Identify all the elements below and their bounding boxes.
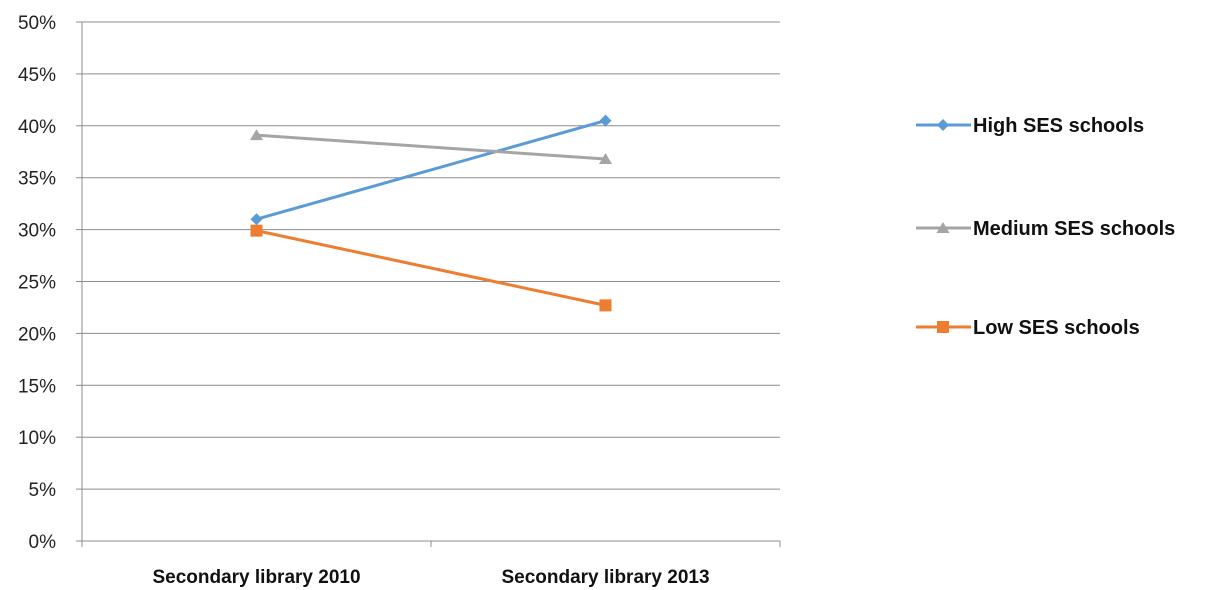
y-tick-label: 30%: [18, 221, 56, 242]
data-point: [599, 299, 612, 312]
x-category-label: Secondary library 2010: [152, 567, 360, 588]
legend-label: High SES schools: [973, 115, 1144, 137]
data-point: [250, 213, 263, 226]
y-tick-label: 25%: [18, 273, 56, 294]
y-tick-label: 40%: [18, 117, 56, 138]
legend-item: Medium SES schools: [916, 218, 1175, 240]
y-tick-label: 35%: [18, 169, 56, 190]
legend-item: Low SES schools: [916, 317, 1140, 339]
data-point: [599, 114, 612, 127]
y-tick-label: 10%: [18, 428, 56, 449]
series-line: [256, 133, 606, 161]
series-triangle: [250, 129, 612, 165]
data-point: [599, 153, 612, 165]
series-square: [250, 224, 612, 312]
y-tick-label: 50%: [18, 13, 56, 34]
series-line: [256, 229, 606, 307]
y-tick-label: 15%: [18, 376, 56, 397]
legend-marker: [937, 321, 949, 333]
legend-label: Low SES schools: [973, 317, 1140, 339]
series-diamond: [250, 114, 612, 226]
gridlines: [82, 21, 780, 490]
legend-marker: [937, 119, 949, 131]
axes: [76, 21, 781, 547]
data-series: [250, 114, 612, 312]
legend: High SES schools Medium SES schools Low SE…: [916, 115, 1175, 339]
data-point: [250, 129, 263, 141]
y-axis-tick-labels: 0% 5% 10% 15% 20% 25% 30% 35% 40% 45% 50%: [18, 13, 56, 553]
series-line: [256, 119, 606, 221]
y-tick-label: 0%: [29, 532, 57, 553]
legend-item: High SES schools: [916, 115, 1144, 137]
legend-marker: [936, 222, 950, 233]
x-axis-category-labels: Secondary library 2010 Secondary library …: [152, 567, 709, 588]
y-tick-label: 5%: [29, 480, 57, 501]
x-category-label: Secondary library 2013: [501, 567, 709, 588]
y-tick-label: 45%: [18, 65, 56, 86]
data-point: [250, 224, 263, 237]
legend-label: Medium SES schools: [973, 218, 1175, 240]
y-tick-label: 20%: [18, 324, 56, 345]
